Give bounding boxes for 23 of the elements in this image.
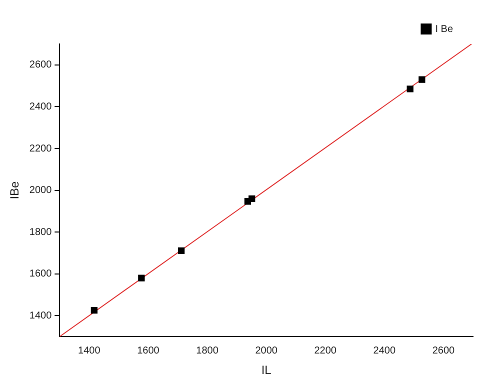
point [90, 306, 98, 314]
x-tick-label: 1800 [196, 345, 219, 356]
x-tick-label: 1400 [78, 345, 101, 356]
point [248, 195, 256, 202]
x-tick-label: 2000 [255, 345, 278, 356]
x-tick-label: 1600 [137, 345, 160, 356]
y-tick-label: 1800 [29, 226, 52, 238]
legend-label: I Be [435, 24, 454, 35]
x-axis-title: IL [261, 363, 272, 378]
y-tick-label: 2200 [29, 143, 52, 154]
y-tick-label: 2000 [29, 185, 52, 196]
y-tick-label: 2400 [29, 101, 52, 112]
y-tick-label: 1400 [29, 310, 52, 322]
point [178, 247, 185, 254]
y-tick-label: 1600 [29, 268, 52, 280]
x-tick-label: 2600 [432, 345, 456, 356]
y-axis-title: IBe [8, 180, 22, 200]
point [138, 274, 145, 282]
x-tick-label: 2400 [373, 345, 396, 356]
y-tick-label: 2600 [29, 60, 52, 71]
point [406, 86, 414, 92]
point [418, 76, 426, 83]
x-tick-label: 2200 [314, 345, 337, 356]
